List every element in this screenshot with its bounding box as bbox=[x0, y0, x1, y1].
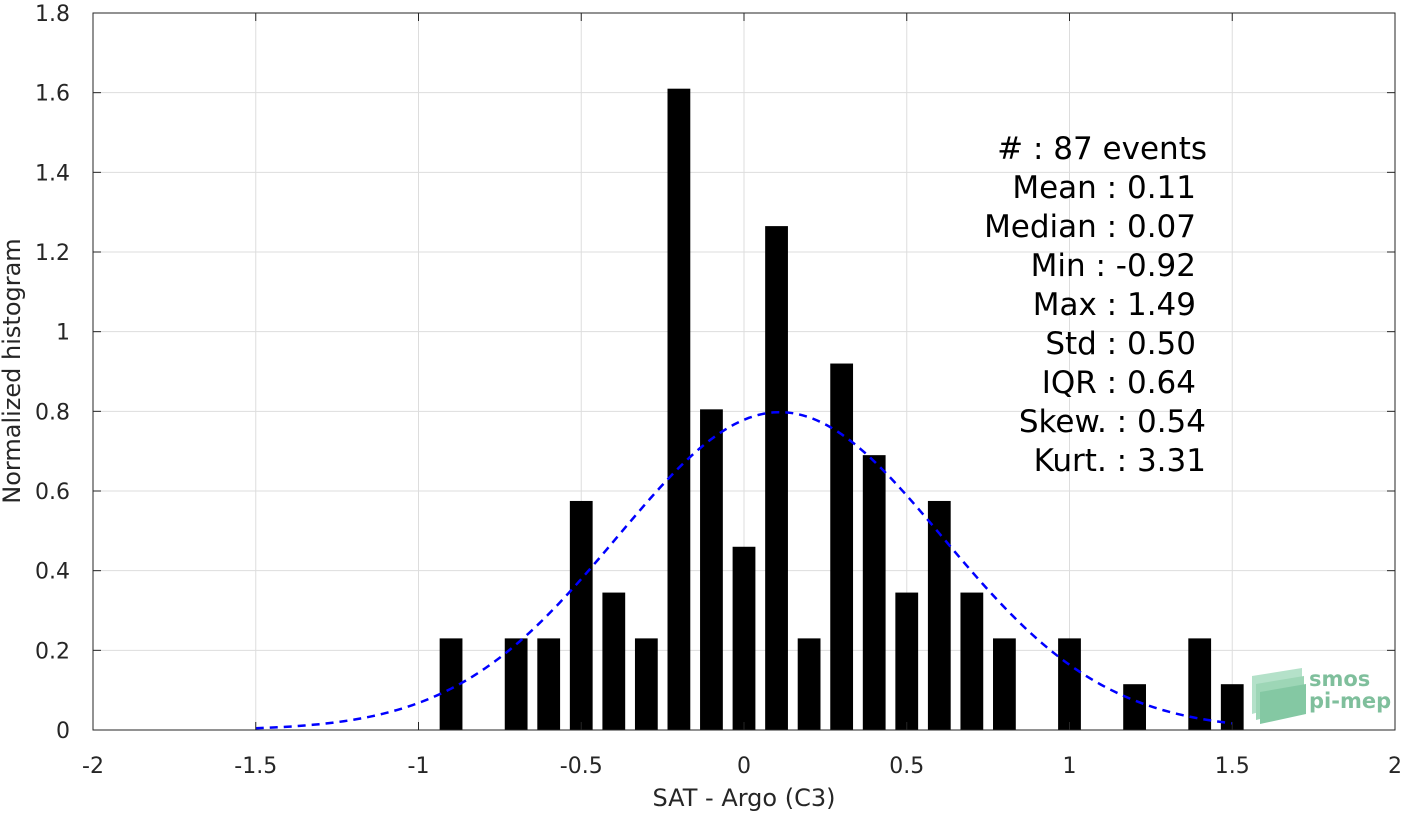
y-tick-label: 1 bbox=[56, 321, 70, 346]
stats-line: Median : 0.07 bbox=[984, 209, 1196, 245]
histogram-bar bbox=[797, 638, 821, 730]
histogram-bar bbox=[1188, 638, 1212, 730]
y-tick-label: 0 bbox=[56, 719, 70, 744]
x-tick-label: 2 bbox=[1388, 754, 1402, 779]
histogram-bar bbox=[439, 638, 463, 730]
ticks bbox=[92, 12, 1396, 731]
logo-line-1: smos bbox=[1309, 667, 1370, 691]
stats-line: Max : 1.49 bbox=[1033, 287, 1196, 323]
x-tick-label: -1 bbox=[408, 754, 430, 779]
y-tick-label: 1.8 bbox=[35, 2, 70, 27]
stats-line: Min : -0.92 bbox=[1031, 248, 1196, 284]
histogram-bar bbox=[927, 500, 951, 730]
smos-pi-mep-logo: smos pi-mep bbox=[1252, 667, 1391, 724]
histogram-bar bbox=[700, 409, 723, 730]
y-tick-label: 1.2 bbox=[35, 241, 70, 266]
histogram-bar bbox=[732, 546, 756, 730]
x-tick-labels: -2 -1.5 -1 -0.5 0 0.5 1 1.5 2 bbox=[82, 754, 1402, 779]
histogram-bar bbox=[830, 363, 854, 730]
histogram-bar bbox=[993, 638, 1016, 730]
y-tick-label: 0.6 bbox=[35, 480, 70, 505]
histogram-bar bbox=[1123, 684, 1146, 730]
histogram-bar bbox=[602, 592, 626, 730]
histogram-bar bbox=[537, 638, 561, 730]
x-tick-label: 0.5 bbox=[889, 754, 924, 779]
y-axis-label: Normalized histogram bbox=[0, 238, 26, 503]
histogram-bar bbox=[862, 455, 886, 730]
x-tick-label: -1.5 bbox=[234, 754, 277, 779]
x-tick-label: 1 bbox=[1063, 754, 1077, 779]
histogram-bar bbox=[1058, 638, 1081, 730]
bars bbox=[439, 88, 1244, 730]
stats-line: # : 87 events bbox=[997, 131, 1207, 167]
histogram-bar bbox=[960, 592, 984, 730]
histogram-bar bbox=[765, 226, 788, 730]
x-tick-label: -2 bbox=[82, 754, 104, 779]
y-tick-label: 0.2 bbox=[35, 639, 70, 664]
grid bbox=[92, 12, 1396, 731]
histogram-bar bbox=[667, 88, 691, 730]
y-tick-label: 0.8 bbox=[35, 400, 70, 425]
histogram-bar bbox=[634, 638, 658, 730]
y-tick-label: 1.4 bbox=[35, 161, 70, 186]
x-tick-label: 1.5 bbox=[1215, 754, 1250, 779]
stats-line: Kurt. : 3.31 bbox=[1034, 443, 1206, 479]
logo-graphic bbox=[1252, 668, 1306, 724]
stats-line: IQR : 0.64 bbox=[1042, 365, 1196, 401]
stats-line: Mean : 0.11 bbox=[1012, 170, 1196, 206]
histogram-bar bbox=[1220, 684, 1244, 730]
x-tick-label: 0 bbox=[737, 754, 751, 779]
histogram-bar bbox=[569, 500, 593, 730]
x-tick-label: -0.5 bbox=[560, 754, 603, 779]
histogram-bar bbox=[895, 592, 919, 730]
x-axis-label: SAT - Argo (C3) bbox=[653, 784, 836, 812]
logo-line-2: pi-mep bbox=[1309, 689, 1391, 713]
y-tick-label: 0.4 bbox=[35, 560, 70, 585]
y-tick-labels: 0 0.2 0.4 0.6 0.8 1 1.2 1.4 1.6 1.8 bbox=[35, 2, 70, 744]
y-tick-label: 1.6 bbox=[35, 82, 70, 107]
stats-line: Skew. : 0.54 bbox=[1019, 404, 1206, 440]
histogram-bar bbox=[504, 638, 528, 730]
stats-line: Std : 0.50 bbox=[1045, 326, 1196, 362]
